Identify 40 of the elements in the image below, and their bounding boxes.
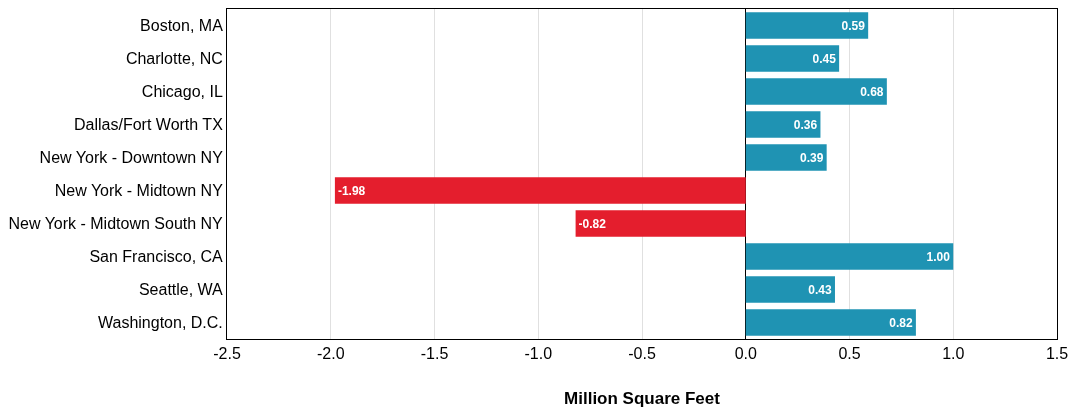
data-label: 0.43 (808, 282, 832, 297)
x-axis-title: Million Square Feet (564, 388, 721, 408)
x-tick-label: 1.0 (942, 345, 965, 363)
data-label: 0.82 (889, 315, 913, 330)
y-tick-label: Boston, MA (140, 17, 224, 35)
bar (745, 309, 916, 336)
bar (575, 210, 746, 237)
x-tick-label: 1.5 (1045, 345, 1069, 363)
data-label: 0.68 (860, 84, 884, 99)
data-label: 0.39 (799, 150, 824, 165)
y-tick-label: Charlotte, NC (125, 50, 223, 68)
bar (745, 78, 887, 105)
bar (745, 144, 827, 171)
y-tick-label: Seattle, WA (138, 281, 224, 299)
x-tick-label: -2.5 (213, 345, 241, 363)
data-label: 0.45 (812, 51, 837, 66)
y-tick-label: New York - Midtown South NY (8, 215, 224, 233)
y-tick-label: Chicago, IL (141, 83, 223, 101)
x-tick-label: 0.0 (734, 345, 757, 363)
x-tick-label: -0.5 (628, 345, 656, 363)
x-tick-label: -1.0 (524, 345, 553, 363)
bar (745, 12, 869, 39)
y-tick-label: New York - Downtown NY (39, 149, 224, 167)
data-label: 0.59 (841, 18, 866, 33)
x-tick-label: 0.5 (838, 345, 861, 363)
y-tick-label: Washington, D.C. (98, 314, 223, 332)
x-tick-label: -2.0 (316, 345, 345, 363)
x-tick-label: -1.5 (420, 345, 449, 363)
bar (745, 111, 821, 138)
data-label: -1.98 (337, 183, 366, 198)
bar (745, 276, 835, 303)
y-tick-label: San Francisco, CA (89, 248, 224, 266)
data-label: -0.82 (578, 216, 607, 231)
data-label: 0.36 (793, 117, 818, 132)
bar (745, 243, 954, 270)
y-tick-label: Dallas/Fort Worth TX (74, 116, 224, 134)
y-tick-label: New York - Midtown NY (54, 182, 224, 200)
bar (745, 45, 840, 72)
bar (334, 177, 746, 204)
data-label: 1.00 (926, 249, 951, 264)
